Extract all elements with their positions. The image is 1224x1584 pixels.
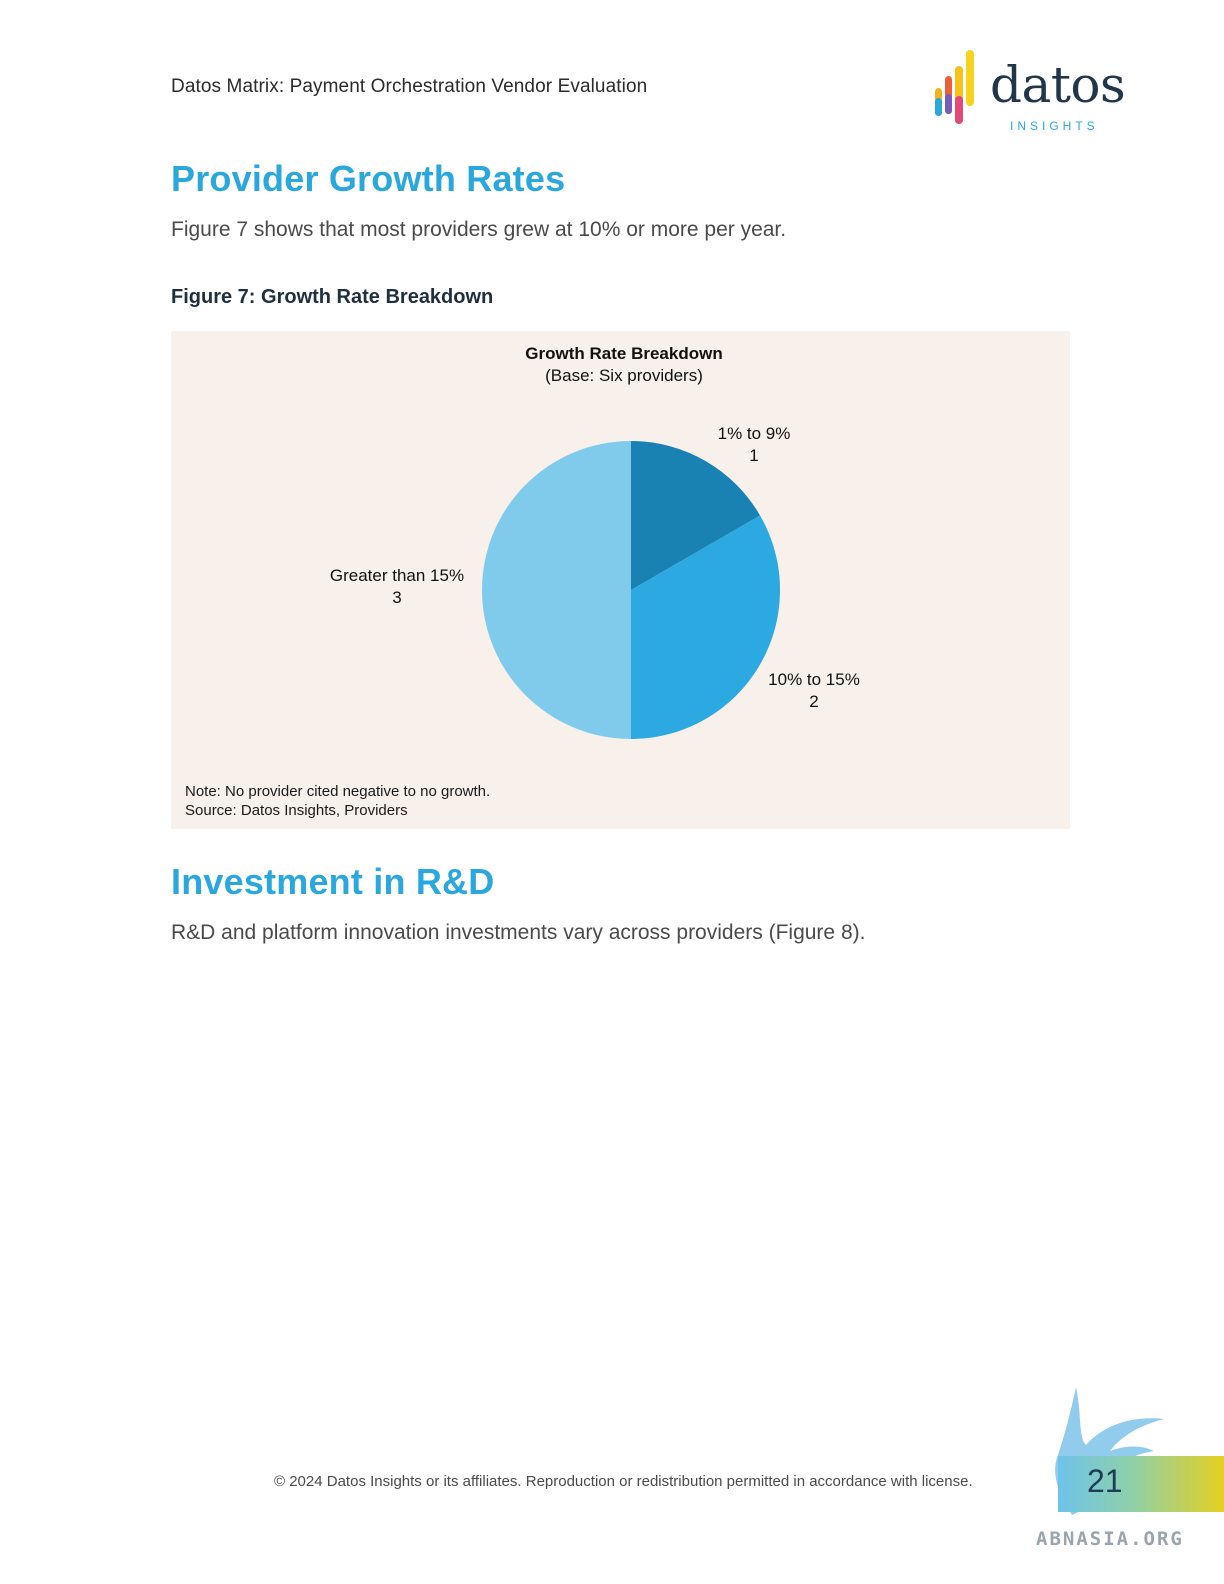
bar-chart-logo-icon bbox=[935, 50, 974, 124]
logo-subtitle: INSIGHTS bbox=[1010, 119, 1099, 133]
pie-slice-2 bbox=[631, 515, 780, 739]
pie-slice-3 bbox=[482, 441, 631, 739]
watermark-text: ABNASIA.ORG bbox=[1036, 1528, 1184, 1550]
slice-label-1: 1% to 9% bbox=[718, 424, 791, 443]
chart-note: Note: No provider cited negative to no g… bbox=[185, 783, 491, 800]
section-heading-growth: Provider Growth Rates bbox=[171, 158, 566, 199]
logo-wordmark: datos bbox=[990, 56, 1126, 114]
footer-copyright: © 2024 Datos Insights or its affiliates.… bbox=[274, 1473, 973, 1490]
section-body-growth: Figure 7 shows that most providers grew … bbox=[171, 218, 787, 241]
figure-caption: Figure 7: Growth Rate Breakdown bbox=[171, 286, 494, 308]
pie-slices bbox=[482, 441, 780, 739]
slice-labels: 1% to 9% 1 10% to 15% 2 Greater than 15% 3 bbox=[330, 424, 860, 711]
page-number: 21 bbox=[1087, 1463, 1123, 1499]
chart-source: Source: Datos Insights, Providers bbox=[185, 802, 408, 819]
slice-value-2: 2 bbox=[809, 692, 818, 711]
chart-subtitle: (Base: Six providers) bbox=[545, 366, 703, 385]
page-number-band bbox=[1058, 1456, 1224, 1512]
document-header-title: Datos Matrix: Payment Orchestration Vend… bbox=[171, 76, 648, 97]
section-body-rnd: R&D and platform innovation investments … bbox=[171, 921, 866, 944]
pie-chart-panel: Growth Rate Breakdown (Base: Six provide… bbox=[171, 331, 1070, 829]
slice-value-1: 1 bbox=[749, 446, 758, 465]
slice-value-3: 3 bbox=[392, 588, 401, 607]
pie-slice-1 bbox=[631, 441, 761, 590]
chart-title: Growth Rate Breakdown bbox=[525, 344, 722, 363]
pie-chart: Growth Rate Breakdown (Base: Six provide… bbox=[330, 344, 860, 739]
section-heading-rnd: Investment in R&D bbox=[171, 861, 495, 902]
slice-label-3: Greater than 15% bbox=[330, 566, 464, 585]
slice-label-2: 10% to 15% bbox=[768, 670, 860, 689]
datos-insights-logo: datos INSIGHTS bbox=[930, 46, 1130, 136]
